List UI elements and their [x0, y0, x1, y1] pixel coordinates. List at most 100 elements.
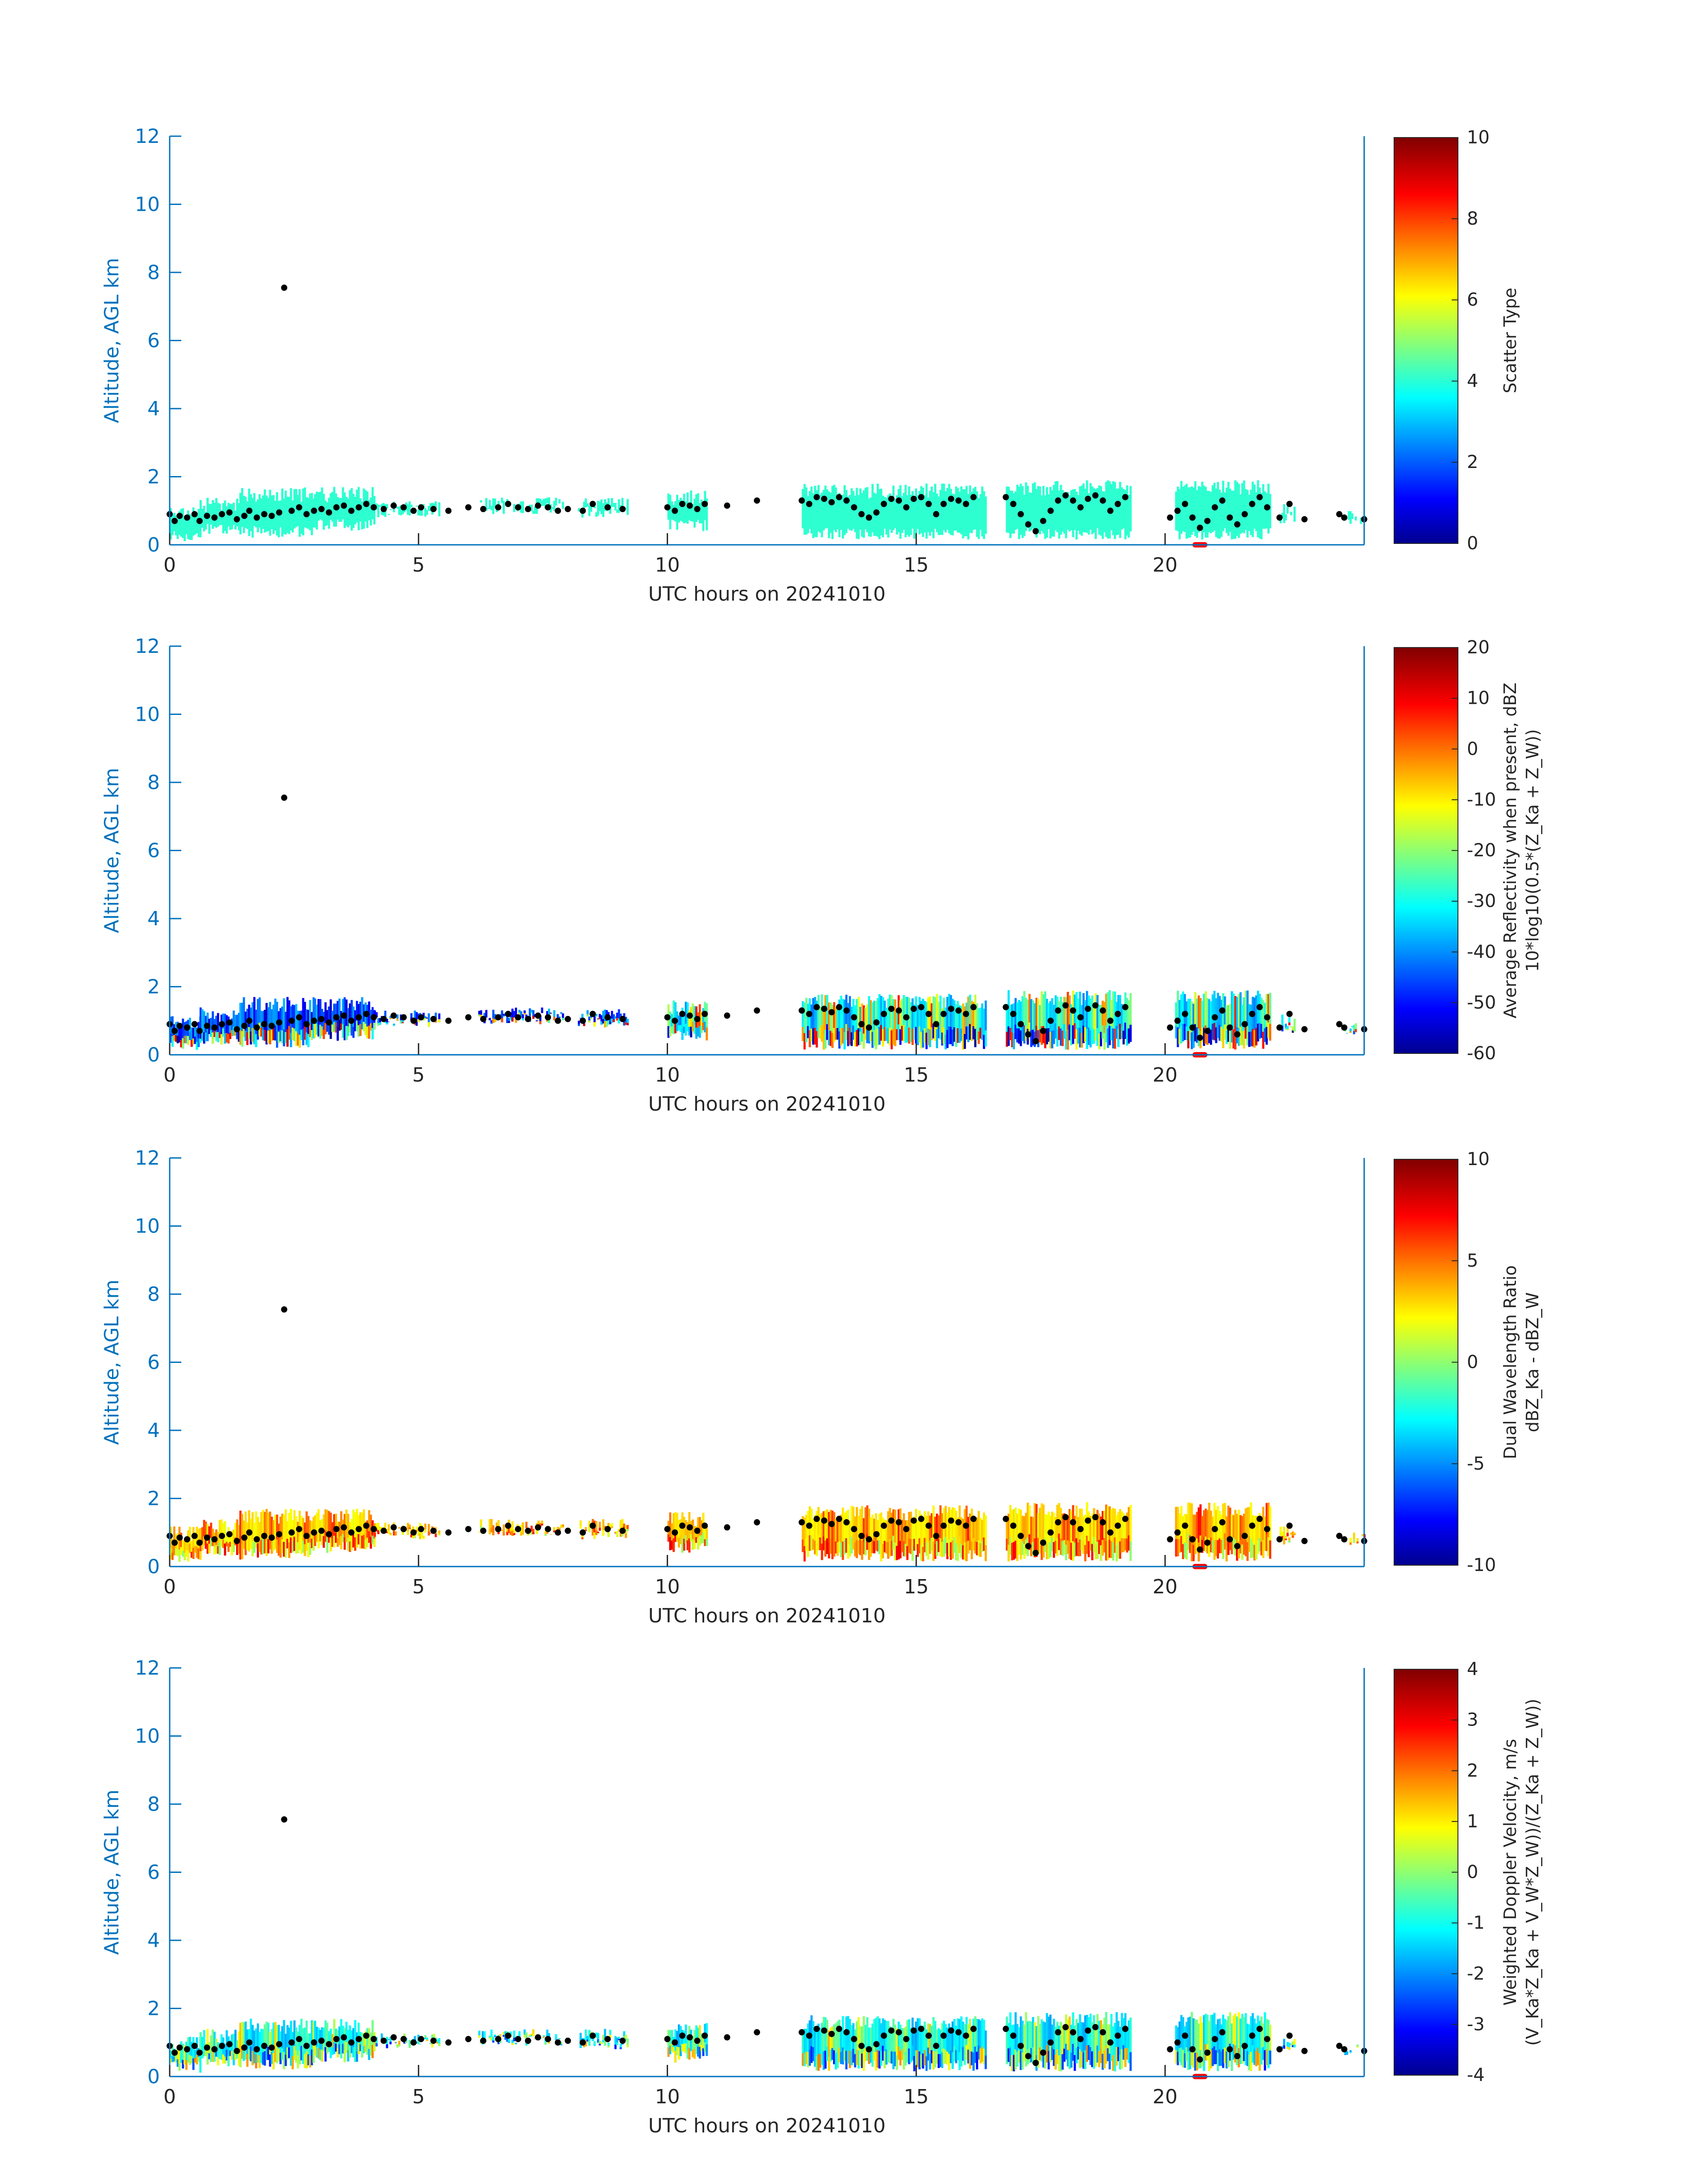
cloud-base-point: [234, 2047, 240, 2054]
heatmap-cell: [1019, 1030, 1022, 1046]
heatmap-cell: [1089, 483, 1092, 530]
heatmap-cell: [1065, 492, 1067, 539]
heatmap-cell: [674, 2051, 677, 2063]
heatmap-cell: [539, 1523, 542, 1527]
cloud-base-markers: [167, 284, 1367, 547]
cloud-base-point: [858, 1021, 865, 1028]
heatmap-cell: [317, 492, 320, 521]
x-tick-label: 20: [1153, 2085, 1178, 2108]
heatmap-cell: [614, 1531, 617, 1534]
heatmap-cell: [1027, 999, 1029, 1045]
x-tick-label: 20: [1153, 554, 1178, 577]
cloud-base-point: [881, 1522, 887, 1529]
heatmap-cell: [678, 2047, 680, 2060]
heatmap-cell: [829, 1510, 832, 1554]
heatmap-cell: [409, 1524, 411, 1529]
heatmap-cell: [934, 2051, 936, 2068]
cloud-base-point: [821, 2027, 827, 2034]
heatmap-cell: [311, 1012, 313, 1040]
cloud-base-point: [828, 2031, 835, 2037]
heatmap-cell: [678, 1520, 680, 1548]
heatmap-cell: [1236, 2016, 1238, 2065]
heatmap-cell: [342, 1534, 344, 1542]
heatmap-cell: [251, 2051, 254, 2065]
heatmap-cell: [692, 504, 694, 522]
heatmap-cell: [1291, 1030, 1294, 1033]
heatmap-cell: [586, 2039, 589, 2042]
heatmap-cell: [824, 995, 827, 1049]
heatmap-cell: [1032, 2047, 1034, 2064]
cloud-base-point: [196, 2049, 203, 2056]
heatmap-cell: [923, 1028, 926, 1043]
cloud-base-point: [505, 2032, 511, 2039]
heatmap-cell: [222, 1028, 225, 1037]
heatmap-cell: [915, 488, 917, 534]
heatmap-cell: [1033, 1503, 1036, 1558]
cloud-base-point: [940, 1011, 947, 1017]
heatmap-cell: [1033, 2022, 1036, 2063]
heatmap-cell: [413, 2036, 416, 2042]
heatmap-cell: [1291, 2041, 1294, 2047]
heatmap-cell: [1015, 491, 1017, 530]
heatmap-cell: [192, 1548, 195, 1559]
heatmap-cell: [974, 2016, 977, 2063]
heatmap-cell: [869, 1027, 872, 1041]
heatmap-cell: [669, 1512, 672, 1550]
heatmap-cell: [424, 2035, 426, 2039]
heatmap-cell: [817, 2023, 820, 2071]
heatmap-cell: [290, 1032, 292, 1047]
heatmap-cell: [913, 1538, 916, 1551]
heatmap-cell: [1030, 1542, 1032, 1556]
heatmap-cell: [352, 2047, 355, 2057]
heatmap-cell: [262, 1538, 264, 1554]
heatmap-cell: [976, 1027, 978, 1040]
heatmap-cell: [241, 2046, 243, 2059]
heatmap-cell: [898, 2046, 900, 2060]
heatmap-cell: [842, 494, 844, 539]
heatmap-cell: [579, 1525, 582, 1529]
heatmap-cell: [539, 1015, 542, 1024]
cloud-base-point: [515, 2036, 522, 2043]
cloud-base-point: [888, 1517, 895, 1524]
heatmap-cell: [602, 1019, 605, 1024]
heatmap-cell: [1042, 2021, 1045, 2068]
heatmap-cell: [217, 1546, 219, 1554]
heatmap-cell: [904, 485, 907, 538]
heatmap-cell: [883, 1027, 886, 1041]
heatmap-cell: [1016, 1544, 1019, 1561]
heatmap-cell: [1215, 2024, 1218, 2064]
heatmap-cell: [336, 2030, 339, 2058]
heatmap-cell: [847, 2047, 849, 2064]
heatmap-cell: [305, 1032, 308, 1045]
heatmap-cell: [898, 2022, 900, 2060]
heatmap-cell: [199, 1007, 202, 1039]
heatmap-cell: [1349, 1538, 1352, 1545]
heatmap-cell: [1027, 2021, 1029, 2064]
heatmap-cell: [946, 488, 949, 530]
heatmap-cell: [1187, 1502, 1190, 1550]
heatmap-cell: [805, 998, 808, 1042]
heatmap-cell: [1077, 1028, 1080, 1044]
heatmap-cell: [1052, 2018, 1055, 2066]
heatmap-cell: [679, 1025, 682, 1032]
heatmap-cell: [939, 2030, 942, 2067]
heatmap-cell: [842, 2047, 844, 2064]
heatmap-cell: [831, 2026, 834, 2060]
heatmap-cell: [833, 2050, 835, 2064]
heatmap-cell: [1189, 2051, 1191, 2069]
heatmap-cell: [688, 2047, 691, 2060]
heatmap-cell: [274, 2048, 276, 2062]
heatmap-cell: [927, 997, 930, 1045]
heatmap-cell: [1023, 1025, 1026, 1044]
cloud-base-point: [281, 1306, 288, 1313]
heatmap-cell: [1068, 1509, 1071, 1559]
heatmap-cell: [579, 1520, 582, 1529]
colorbar-tick-label: -2: [1467, 1964, 1485, 1984]
heatmap-cell: [685, 1520, 687, 1544]
heatmap-cell: [952, 2052, 954, 2069]
heatmap-cell: [194, 512, 196, 535]
heatmap-cell: [555, 497, 557, 506]
heatmap-cell: [955, 1510, 957, 1560]
heatmap-cell: [338, 999, 341, 1031]
heatmap-cell: [948, 994, 951, 1045]
